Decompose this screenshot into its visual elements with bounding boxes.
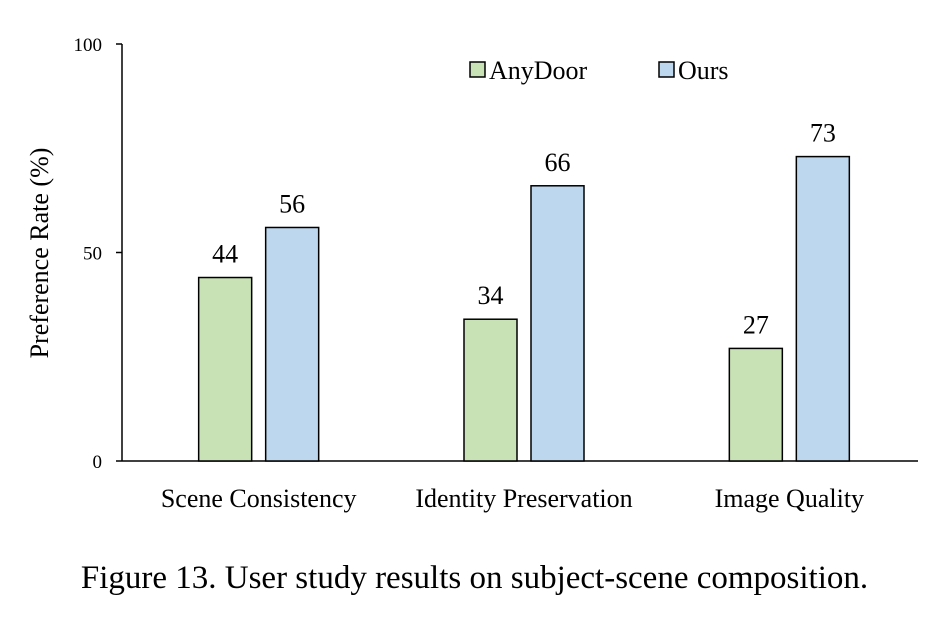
bar-ours-2 bbox=[530, 185, 585, 462]
figure-caption: Figure 13. User study results on subject… bbox=[80, 560, 869, 596]
y-tick-label: 0 bbox=[93, 452, 103, 473]
y-ticks: 0 50 100 bbox=[74, 35, 122, 473]
data-label: 27 bbox=[743, 310, 769, 339]
y-axis-title: Preference Rate (%) bbox=[25, 148, 54, 359]
legend: AnyDoor Ours bbox=[469, 56, 729, 85]
data-label: 34 bbox=[478, 281, 504, 310]
bar-anydoor-1 bbox=[197, 276, 253, 462]
data-label: 56 bbox=[279, 189, 305, 218]
category-labels: Scene Consistency Identity Preservation Im… bbox=[161, 484, 864, 513]
bars bbox=[197, 155, 851, 462]
data-labels: 44 56 34 66 27 73 bbox=[212, 119, 836, 340]
bar-chart: 0 50 100 44 56 34 66 27 73 Scene Consistency Ide… bbox=[25, 35, 918, 513]
bar-ours-3 bbox=[795, 155, 851, 462]
legend-swatch-ours bbox=[658, 61, 675, 78]
bar-anydoor-3 bbox=[728, 347, 784, 462]
category-label: Image Quality bbox=[715, 484, 864, 513]
category-label: Identity Preservation bbox=[415, 484, 632, 513]
y-tick-label: 50 bbox=[83, 244, 102, 265]
legend-label-ours: Ours bbox=[678, 56, 729, 85]
legend-swatch-anydoor bbox=[469, 61, 486, 78]
legend-label-anydoor: AnyDoor bbox=[489, 56, 588, 85]
category-label: Scene Consistency bbox=[161, 484, 357, 513]
bar-ours-1 bbox=[264, 226, 320, 462]
data-label: 73 bbox=[810, 119, 836, 148]
bar-anydoor-2 bbox=[463, 318, 518, 462]
data-label: 66 bbox=[545, 148, 571, 177]
y-tick-label: 100 bbox=[74, 35, 103, 56]
data-label: 44 bbox=[212, 240, 238, 269]
